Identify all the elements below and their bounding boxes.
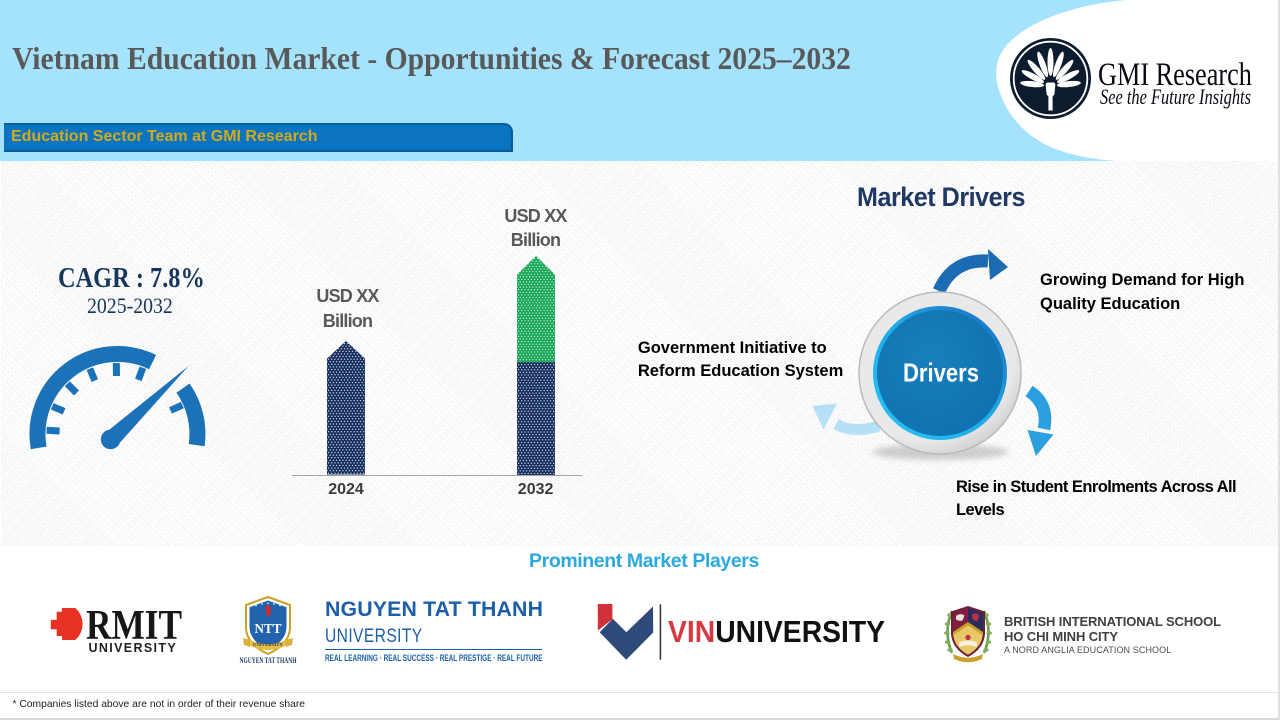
svg-text:NGUYEN TAT THANH: NGUYEN TAT THANH <box>240 656 298 665</box>
svg-text:UNIVERSITY: UNIVERSITY <box>253 642 284 647</box>
svg-text:NTT: NTT <box>255 622 283 637</box>
svg-text:Drivers: Drivers <box>903 358 979 388</box>
